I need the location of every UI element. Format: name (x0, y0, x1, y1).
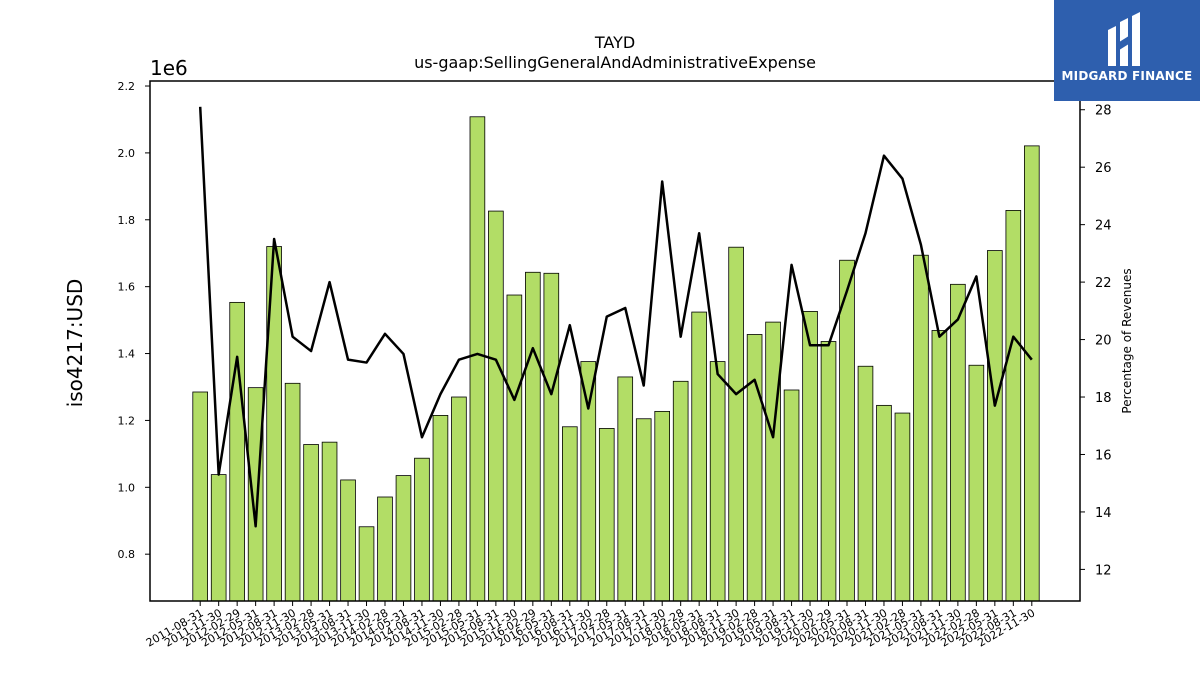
bar (414, 457, 430, 602)
bar (987, 250, 1003, 602)
bar (672, 380, 689, 602)
bar (266, 246, 282, 602)
bar (968, 364, 985, 602)
bar (820, 341, 837, 602)
x-axis-ticks: 2011-08-312011-11-302012-02-292012-05-31… (144, 601, 1037, 650)
brand-name: MIDGARD FINANCE (1061, 69, 1193, 83)
bar (432, 415, 449, 602)
y-tick-label: 1.8 (118, 214, 136, 227)
percentage-line (198, 106, 1033, 528)
y-right-tick-label: 26 (1095, 161, 1112, 176)
bar (303, 444, 319, 602)
y-tick-label: 0.8 (118, 548, 136, 561)
bar (913, 254, 929, 602)
bar (506, 294, 523, 602)
line-series (198, 106, 1033, 528)
bar (783, 389, 800, 602)
bar (229, 301, 245, 602)
bar (802, 311, 818, 602)
bar (247, 387, 264, 602)
y-axis-right-label: Percentage of Revenues (1120, 268, 1134, 413)
bar (894, 412, 911, 602)
bar (857, 365, 874, 602)
bar (691, 311, 707, 602)
brand-logo: MIDGARD FINANCE (1054, 0, 1200, 101)
y-right-tick-label: 20 (1095, 334, 1112, 349)
bar (210, 474, 227, 602)
bar (451, 396, 467, 602)
bar (950, 283, 966, 602)
bar (635, 418, 652, 602)
y-axis-ticks: 0.8 1.0 1.2 1.4 1.6 1.8 2.0 2.2 (118, 80, 150, 561)
bar (395, 475, 412, 602)
bar (284, 382, 301, 602)
y-axis-offset-label: 1e6 (150, 56, 188, 80)
y-right-tick-label: 28 (1095, 104, 1112, 119)
bar (931, 330, 948, 602)
bar (562, 426, 578, 602)
bar (543, 272, 560, 602)
bar (728, 246, 744, 602)
y-axis-right-ticks: 12 14 16 18 20 22 24 26 28 (1080, 104, 1112, 578)
bar-series (192, 116, 1040, 602)
chart-subtitle: us-gaap:SellingGeneralAndAdministrativeE… (414, 53, 816, 72)
y-tick-label: 1.2 (118, 414, 136, 427)
chart-title: TAYD (594, 33, 635, 52)
y-tick-label: 2.2 (118, 80, 136, 93)
bar (525, 271, 541, 602)
bar (598, 428, 615, 602)
y-right-tick-label: 12 (1095, 563, 1112, 578)
midgard-logo-icon (1108, 12, 1140, 66)
y-right-tick-label: 24 (1095, 219, 1112, 234)
y-right-tick-label: 18 (1095, 391, 1112, 406)
bar (580, 361, 597, 602)
bar (469, 116, 486, 602)
bar (617, 376, 634, 602)
bar (709, 361, 726, 602)
bar (321, 441, 338, 602)
y-axis-label: iso4217:USD (63, 279, 87, 408)
bar (1005, 210, 1022, 602)
bar (876, 404, 892, 602)
bar (192, 391, 209, 602)
y-tick-label: 1.0 (118, 481, 136, 494)
y-tick-label: 1.4 (118, 348, 136, 361)
y-right-tick-label: 16 (1095, 448, 1112, 463)
bar (1024, 145, 1040, 602)
bar (358, 526, 375, 602)
bar (746, 334, 763, 602)
y-tick-label: 2.0 (118, 147, 136, 160)
y-right-tick-label: 14 (1095, 506, 1112, 521)
y-tick-label: 1.6 (118, 281, 136, 294)
bar (488, 210, 504, 602)
plot-frame (149, 80, 1081, 602)
bar (765, 321, 781, 602)
bar (340, 479, 356, 602)
bar (377, 496, 393, 602)
bar (654, 410, 670, 602)
bar (839, 259, 855, 602)
y-right-tick-label: 22 (1095, 276, 1112, 291)
